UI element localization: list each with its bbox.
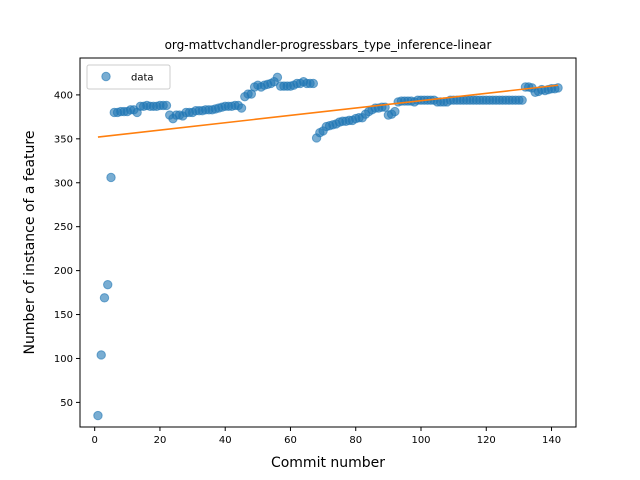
x-tick-label: 0: [91, 435, 97, 446]
x-tick-label: 20: [154, 435, 167, 446]
y-tick-label: 300: [54, 178, 73, 189]
legend: data: [86, 64, 171, 90]
y-axis-label: Number of instance of a feature: [22, 131, 38, 355]
legend-marker-data: [101, 71, 111, 82]
data-point: [308, 78, 319, 89]
y-tick-label: 50: [60, 398, 73, 409]
y-tick-label: 350: [54, 134, 73, 145]
data-point: [161, 100, 172, 111]
y-tick-label: 150: [54, 310, 73, 321]
data-point: [272, 72, 283, 83]
data-point: [236, 103, 247, 113]
data-point: [96, 350, 106, 360]
data-point: [93, 410, 103, 421]
x-tick-label: 80: [349, 435, 362, 446]
data-point: [106, 172, 116, 183]
plot-frame: [79, 57, 577, 428]
data-point: [517, 95, 527, 105]
data-layer: [93, 72, 563, 421]
legend-box: [86, 64, 171, 90]
y-axis: 50 100 150 200 250 300 350 400: [54, 90, 80, 409]
y-tick-label: 400: [54, 90, 73, 101]
x-axis-label: Commit number: [271, 455, 385, 471]
x-tick-label: 140: [542, 435, 561, 446]
fit-line: [97, 84, 559, 138]
x-tick-label: 60: [284, 435, 297, 446]
data-point: [103, 279, 113, 290]
data-point: [99, 293, 110, 303]
y-tick-label: 250: [54, 222, 73, 233]
x-tick-label: 40: [219, 435, 232, 446]
legend-label-data: data: [131, 73, 154, 84]
data-point: [390, 106, 400, 117]
x-axis: 0 20 40 60 80 100 120 140: [91, 427, 561, 446]
chart-title: org-mattvchandler-progressbars_type_infe…: [165, 38, 492, 52]
x-tick-label: 120: [477, 435, 496, 446]
y-tick-label: 100: [54, 354, 73, 365]
x-tick-label: 100: [411, 435, 430, 446]
y-tick-label: 200: [54, 266, 73, 277]
